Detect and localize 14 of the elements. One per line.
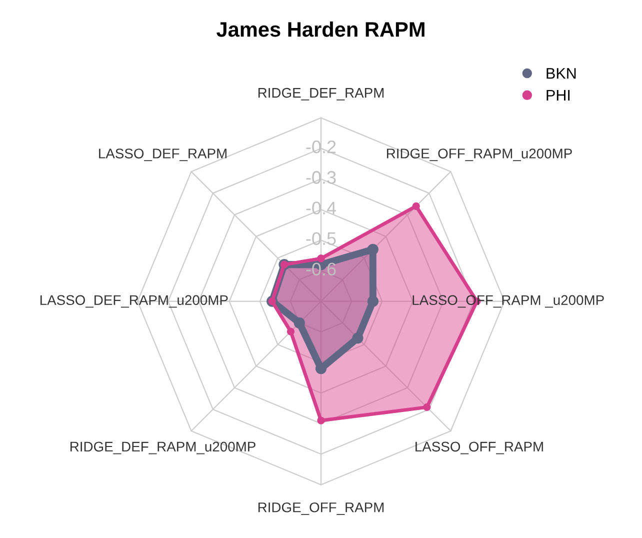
y-tick-label: -0.2 <box>306 140 336 154</box>
y-tick-label: -0.5 <box>306 232 336 245</box>
spoke-label: RIDGE_OFF_RAPM_u200MP <box>386 148 572 162</box>
spoke-label: LASSO_DEF_RAPM <box>99 148 226 162</box>
spoke-label: RIDGE_DEF_RAPM_u200MP <box>70 442 256 454</box>
spoke-label: LASSO_DEF_RAPM_u200MP <box>40 295 228 308</box>
spoke-label: RIDGE_DEF_RAPM <box>258 88 384 100</box>
legend-label: BKN <box>546 68 576 79</box>
chart-title: James Harden RAPM <box>216 22 424 37</box>
spoke-label: RIDGE_OFF_RAPM <box>258 502 384 515</box>
spoke-label: LASSO_OFF_RAPM <box>416 442 543 454</box>
y-tick-label: -0.4 <box>306 202 336 214</box>
legend-label: PHI <box>546 90 570 100</box>
y-tick-label: -0.3 <box>306 171 336 184</box>
